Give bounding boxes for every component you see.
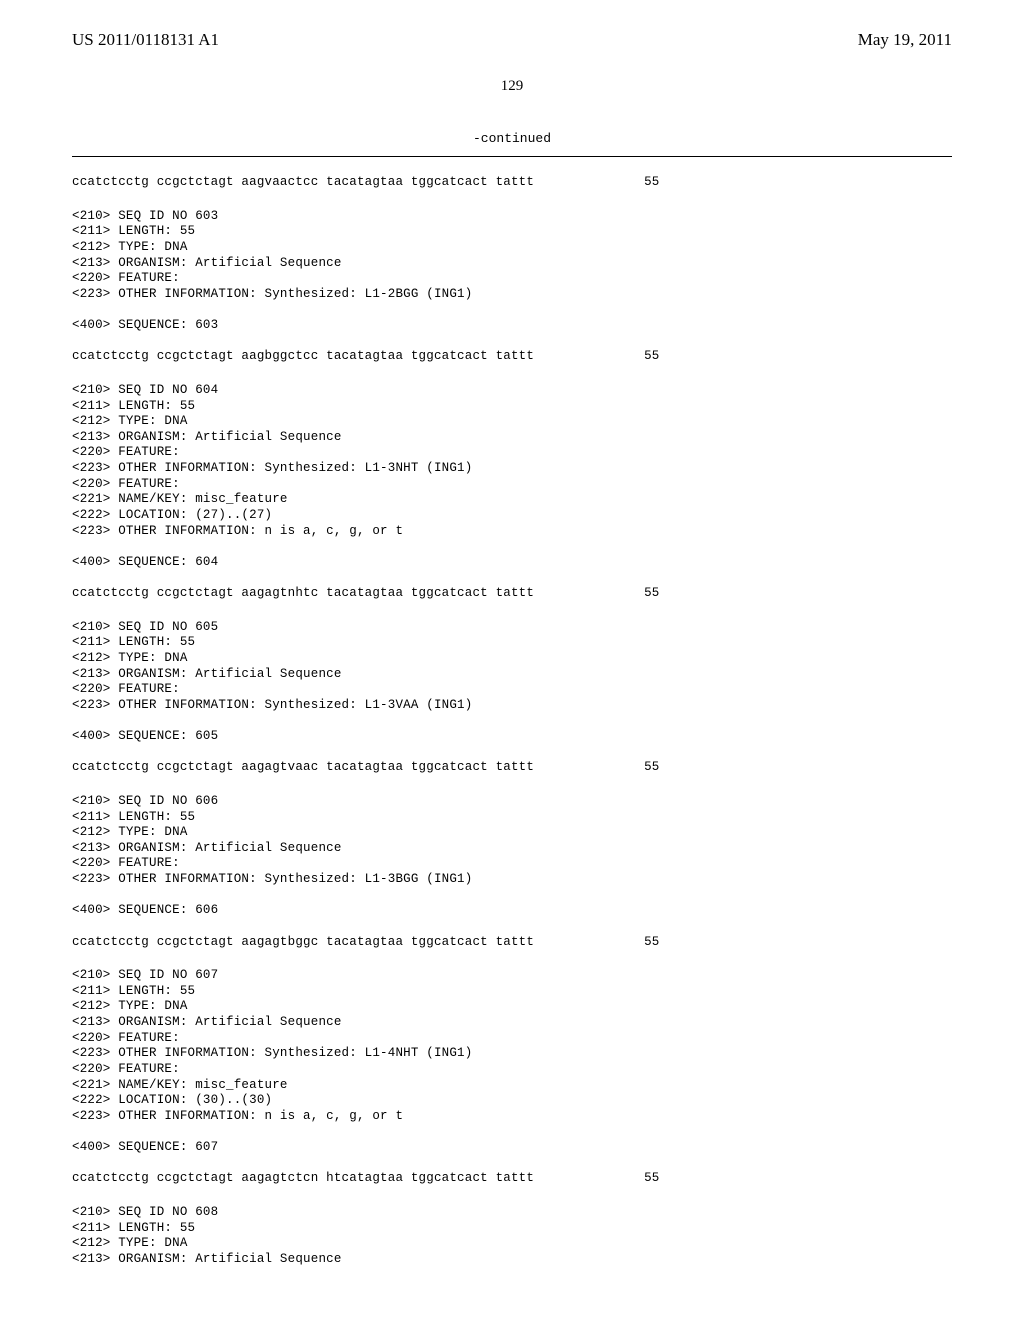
seq-607-len: 55 — [534, 1171, 659, 1187]
seq-607-otherinfo2: <223> OTHER INFORMATION: n is a, c, g, o… — [72, 1109, 403, 1123]
seq-607-id: <210> SEQ ID NO 607 — [72, 968, 218, 982]
seq-602-sequence: ccatctcctg ccgctctagt aagvaactcc tacatag… — [72, 175, 952, 191]
publication-number: US 2011/0118131 A1 — [72, 30, 219, 50]
seq-603-length: <211> LENGTH: 55 — [72, 224, 195, 238]
seq-606-header: <400> SEQUENCE: 606 — [72, 903, 218, 917]
seq-606-seq: ccatctcctg ccgctctagt aagagtbggc tacatag… — [72, 935, 534, 951]
document-header: US 2011/0118131 A1 May 19, 2011 — [72, 30, 952, 50]
publication-date: May 19, 2011 — [858, 30, 952, 50]
seq-607-header: <400> SEQUENCE: 607 — [72, 1140, 218, 1154]
page-number: 129 — [72, 78, 952, 95]
seq-604-type: <212> TYPE: DNA — [72, 414, 188, 428]
seq-604-namekey: <221> NAME/KEY: misc_feature — [72, 492, 288, 506]
seq-606-type: <212> TYPE: DNA — [72, 825, 188, 839]
seq-605-seq: ccatctcctg ccgctctagt aagagtvaac tacatag… — [72, 760, 534, 776]
seq-604-len: 55 — [534, 586, 659, 602]
seq-604-feature: <220> FEATURE: — [72, 445, 180, 459]
seq-605-meta: <210> SEQ ID NO 605 <211> LENGTH: 55 <21… — [72, 620, 952, 776]
seq-608-id: <210> SEQ ID NO 608 — [72, 1205, 218, 1219]
seq-607-organism: <213> ORGANISM: Artificial Sequence — [72, 1015, 342, 1029]
seq-607-feature: <220> FEATURE: — [72, 1031, 180, 1045]
seq-604-meta: <210> SEQ ID NO 604 <211> LENGTH: 55 <21… — [72, 383, 952, 602]
seq-604-header: <400> SEQUENCE: 604 — [72, 555, 218, 569]
seq-605-otherinfo: <223> OTHER INFORMATION: Synthesized: L1… — [72, 698, 472, 712]
seq-605-id: <210> SEQ ID NO 605 — [72, 620, 218, 634]
seq-603-otherinfo: <223> OTHER INFORMATION: Synthesized: L1… — [72, 287, 472, 301]
seq-606-otherinfo: <223> OTHER INFORMATION: Synthesized: L1… — [72, 872, 472, 886]
seq-604-id: <210> SEQ ID NO 604 — [72, 383, 218, 397]
seq-606-length: <211> LENGTH: 55 — [72, 810, 195, 824]
seq-604-otherinfo: <223> OTHER INFORMATION: Synthesized: L1… — [72, 461, 472, 475]
seq-606-meta: <210> SEQ ID NO 606 <211> LENGTH: 55 <21… — [72, 794, 952, 950]
seq-604-length: <211> LENGTH: 55 — [72, 399, 195, 413]
seq-607-otherinfo: <223> OTHER INFORMATION: Synthesized: L1… — [72, 1046, 472, 1060]
seq-603-seq: ccatctcctg ccgctctagt aagbggctcc tacatag… — [72, 349, 534, 365]
seq-603-len: 55 — [534, 349, 659, 365]
seq-604-feature2: <220> FEATURE: — [72, 477, 180, 491]
seq-605-length: <211> LENGTH: 55 — [72, 635, 195, 649]
seq-606-feature: <220> FEATURE: — [72, 856, 180, 870]
seq-607-location: <222> LOCATION: (30)..(30) — [72, 1093, 272, 1107]
seq-607-feature2: <220> FEATURE: — [72, 1062, 180, 1076]
seq-608-meta: <210> SEQ ID NO 608 <211> LENGTH: 55 <21… — [72, 1205, 952, 1268]
seq-603-feature: <220> FEATURE: — [72, 271, 180, 285]
seq-608-type: <212> TYPE: DNA — [72, 1236, 188, 1250]
top-rule — [72, 156, 952, 157]
seq-606-organism: <213> ORGANISM: Artificial Sequence — [72, 841, 342, 855]
seq-607-meta: <210> SEQ ID NO 607 <211> LENGTH: 55 <21… — [72, 968, 952, 1187]
seq-608-length: <211> LENGTH: 55 — [72, 1221, 195, 1235]
seq-605-header: <400> SEQUENCE: 605 — [72, 729, 218, 743]
seq-605-type: <212> TYPE: DNA — [72, 651, 188, 665]
seq-604-organism: <213> ORGANISM: Artificial Sequence — [72, 430, 342, 444]
seq-603-organism: <213> ORGANISM: Artificial Sequence — [72, 256, 342, 270]
seq-607-namekey: <221> NAME/KEY: misc_feature — [72, 1078, 288, 1092]
seq-603-type: <212> TYPE: DNA — [72, 240, 188, 254]
seq-607-type: <212> TYPE: DNA — [72, 999, 188, 1013]
seq-604-otherinfo2: <223> OTHER INFORMATION: n is a, c, g, o… — [72, 524, 403, 538]
seq-603-header: <400> SEQUENCE: 603 — [72, 318, 218, 332]
continued-label: -continued — [72, 131, 952, 146]
seq-602-len: 55 — [534, 175, 659, 191]
seq-606-id: <210> SEQ ID NO 606 — [72, 794, 218, 808]
seq-603-meta: <210> SEQ ID NO 603 <211> LENGTH: 55 <21… — [72, 209, 952, 365]
seq-605-feature: <220> FEATURE: — [72, 682, 180, 696]
seq-605-organism: <213> ORGANISM: Artificial Sequence — [72, 667, 342, 681]
seq-606-len: 55 — [534, 935, 659, 951]
seq-608-organism: <213> ORGANISM: Artificial Sequence — [72, 1252, 342, 1266]
seq-602-seq: ccatctcctg ccgctctagt aagvaactcc tacatag… — [72, 175, 534, 191]
seq-604-location: <222> LOCATION: (27)..(27) — [72, 508, 272, 522]
seq-605-len: 55 — [534, 760, 659, 776]
seq-607-seq: ccatctcctg ccgctctagt aagagtctcn htcatag… — [72, 1171, 534, 1187]
seq-604-seq: ccatctcctg ccgctctagt aagagtnhtc tacatag… — [72, 586, 534, 602]
seq-607-length: <211> LENGTH: 55 — [72, 984, 195, 998]
seq-603-id: <210> SEQ ID NO 603 — [72, 209, 218, 223]
